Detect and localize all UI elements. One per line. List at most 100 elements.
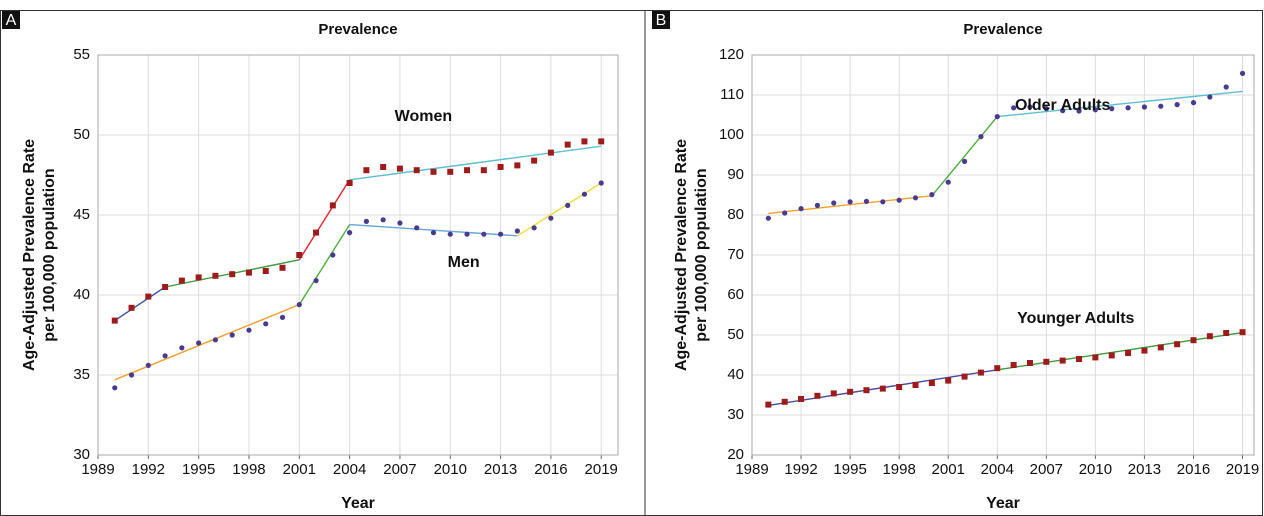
data-point	[863, 387, 870, 394]
x-tick-label: 2001	[932, 461, 965, 478]
data-point	[1076, 356, 1083, 362]
data-point	[111, 317, 118, 324]
data-point	[279, 264, 286, 271]
data-point	[430, 168, 437, 175]
data-point	[929, 192, 935, 198]
data-point	[598, 180, 604, 186]
data-point	[313, 278, 319, 284]
data-point	[880, 199, 886, 205]
data-point	[945, 179, 951, 185]
data-point	[330, 252, 336, 258]
data-point	[994, 114, 1000, 120]
plot-border	[751, 54, 1255, 456]
data-point	[296, 302, 302, 308]
data-point	[128, 372, 135, 378]
data-point	[1092, 107, 1098, 113]
y-axis-title: Age-Adjusted Prevalence Rate	[21, 139, 38, 371]
y-axis-title: per 100,000 population	[693, 168, 710, 341]
data-point	[765, 401, 772, 408]
data-point	[1027, 104, 1033, 110]
data-point	[1060, 108, 1066, 114]
trend-line	[298, 179, 351, 261]
y-tick-label: 30	[73, 446, 90, 463]
x-tick-label: 2019	[1226, 461, 1259, 478]
y-tick-label: 30	[727, 406, 744, 423]
trend-line	[768, 195, 932, 215]
y-tick-label: 50	[727, 326, 744, 343]
y-tick-label: 55	[73, 46, 90, 63]
data-point	[396, 165, 403, 172]
data-point	[162, 353, 168, 359]
data-point	[497, 231, 504, 237]
data-point	[1108, 352, 1115, 359]
y-tick-label: 120	[719, 46, 744, 63]
data-point	[1223, 330, 1230, 336]
data-point	[798, 206, 804, 212]
data-point	[363, 167, 370, 174]
data-point	[961, 373, 968, 380]
data-point	[1043, 358, 1050, 365]
plot-area	[97, 54, 619, 456]
panel-letter-box	[652, 11, 670, 29]
y-tick-label: 20	[727, 446, 744, 463]
data-point	[1125, 105, 1131, 111]
data-point	[879, 385, 886, 392]
data-point	[497, 164, 504, 170]
data-point	[1158, 103, 1164, 109]
y-axis-title: Age-Adjusted Prevalence Rate	[673, 139, 690, 371]
trend-line	[997, 331, 1243, 371]
data-point	[581, 138, 588, 145]
y-tick-label: 90	[727, 166, 744, 183]
data-point	[229, 332, 235, 338]
data-point	[581, 191, 588, 197]
data-point	[128, 304, 135, 311]
series-label: Women	[395, 108, 452, 125]
data-point	[863, 198, 870, 204]
data-point	[263, 321, 269, 327]
y-tick-label: 70	[727, 246, 744, 263]
data-point	[162, 284, 169, 290]
trend-line	[298, 224, 351, 305]
x-tick-label: 2016	[1177, 461, 1210, 478]
data-point	[798, 396, 805, 402]
data-point	[246, 327, 252, 333]
data-point	[480, 167, 487, 174]
chart-title: Prevalence	[963, 21, 1042, 38]
data-point	[145, 362, 151, 368]
x-tick-label: 2013	[1128, 461, 1161, 478]
y-tick-label: 40	[727, 366, 744, 383]
data-point	[296, 252, 303, 258]
x-axis-title: Year	[341, 495, 375, 512]
data-point	[1190, 100, 1197, 106]
data-point	[782, 210, 788, 216]
trend-line	[931, 116, 998, 197]
data-point	[397, 220, 403, 226]
data-point	[196, 340, 202, 346]
data-point	[447, 231, 453, 237]
data-point	[1125, 350, 1132, 356]
y-tick-label: 35	[73, 366, 90, 383]
data-point	[279, 314, 286, 320]
data-point	[896, 197, 902, 203]
x-tick-label: 2019	[585, 461, 618, 478]
panel-letter: A	[6, 12, 17, 29]
series-label: Men	[448, 254, 480, 271]
data-point	[1174, 102, 1180, 108]
data-point	[245, 269, 252, 276]
data-point	[346, 180, 353, 186]
data-point	[1239, 70, 1246, 76]
data-point	[1174, 341, 1181, 348]
x-tick-label: 2016	[534, 461, 567, 478]
data-point	[179, 345, 185, 351]
data-point	[447, 168, 454, 175]
y-axis-title: per 100,000 population	[41, 168, 58, 341]
x-tick-label: 1992	[784, 461, 817, 478]
data-point	[830, 390, 837, 397]
y-tick-label: 80	[727, 206, 744, 223]
data-point	[978, 134, 984, 140]
chart-title: Prevalence	[318, 21, 397, 38]
x-tick-label: 1998	[232, 461, 265, 478]
data-point	[961, 158, 968, 164]
data-point	[212, 272, 219, 279]
x-tick-label: 1989	[81, 461, 114, 478]
